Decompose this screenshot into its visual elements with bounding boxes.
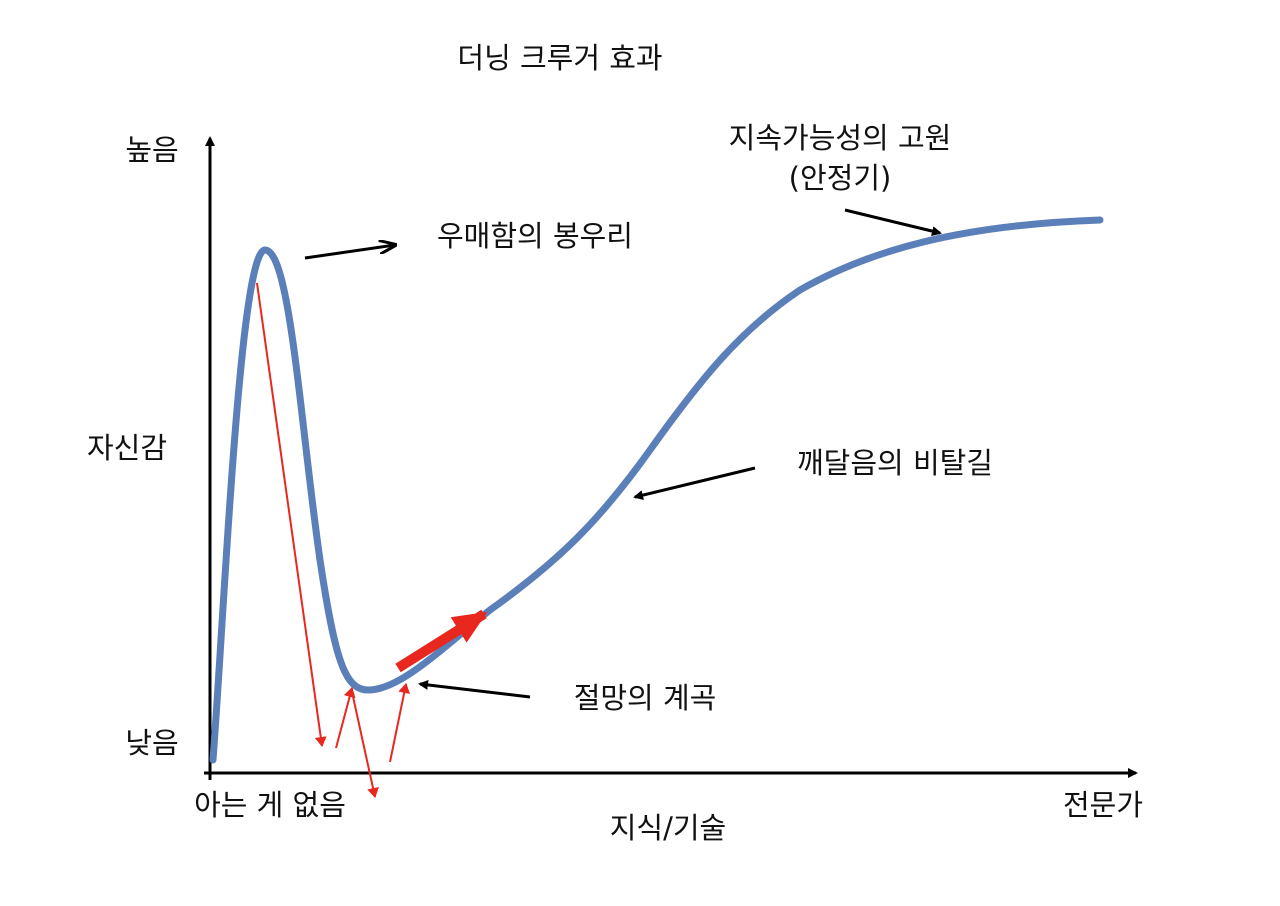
red-arrow — [395, 609, 488, 673]
annotation: 깨달음의 비탈길 — [797, 446, 993, 480]
red-arrow — [256, 282, 327, 747]
annotation: 지속가능성의 고원 — [729, 121, 952, 155]
title: 더닝 크루거 효과 — [457, 41, 662, 75]
x-end: 전문가 — [1063, 788, 1143, 822]
pointer — [844, 208, 942, 236]
pointer — [418, 679, 531, 699]
annotation: (안정기) — [789, 161, 892, 195]
curve — [209, 216, 1104, 764]
red-arrow — [389, 683, 411, 763]
red-arrow — [335, 687, 356, 749]
annotation: 우매함의 봉우리 — [437, 219, 633, 253]
red-arrow — [351, 691, 379, 798]
y-label: 자신감 — [87, 431, 167, 465]
x-label: 지식/기술 — [610, 811, 727, 845]
y-low: 낮음 — [125, 726, 178, 760]
annotation: 절망의 계곡 — [574, 681, 717, 715]
pointer — [304, 245, 395, 260]
pointer — [633, 466, 756, 500]
x-start: 아는 게 없음 — [194, 788, 346, 822]
y-high: 높음 — [125, 133, 178, 167]
